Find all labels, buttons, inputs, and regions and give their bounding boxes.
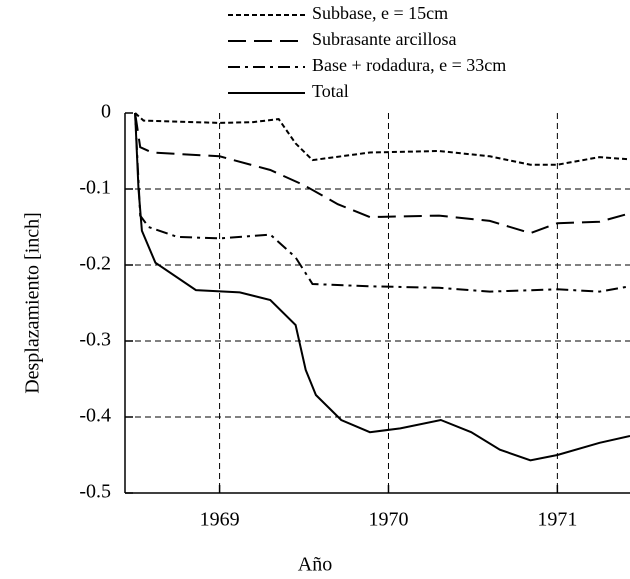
- series-line: [134, 112, 630, 235]
- legend-label: Total: [312, 81, 349, 101]
- legend-label: Base + rodadura, e = 33cm: [312, 55, 506, 75]
- legend-label: Subrasante arcillosa: [312, 29, 456, 49]
- y-tick-label: -0.3: [79, 329, 111, 351]
- y-tick-label: -0.1: [79, 177, 111, 199]
- x-tick-label: 1970: [368, 509, 408, 531]
- y-tick-label: 0: [101, 101, 111, 123]
- legend-label: Subbase, e = 15cm: [312, 3, 448, 23]
- y-axis-label: Desplazamiento [inch]: [22, 212, 44, 394]
- series-line: [134, 112, 630, 166]
- y-tick-label: -0.5: [79, 481, 111, 503]
- x-tick-label: 1969: [200, 509, 240, 531]
- series-line: [134, 112, 630, 462]
- y-tick-label: -0.2: [79, 253, 111, 275]
- x-axis-label: Año: [298, 554, 332, 576]
- y-tick-label: -0.4: [79, 405, 111, 427]
- x-tick-label: 1971: [537, 509, 577, 531]
